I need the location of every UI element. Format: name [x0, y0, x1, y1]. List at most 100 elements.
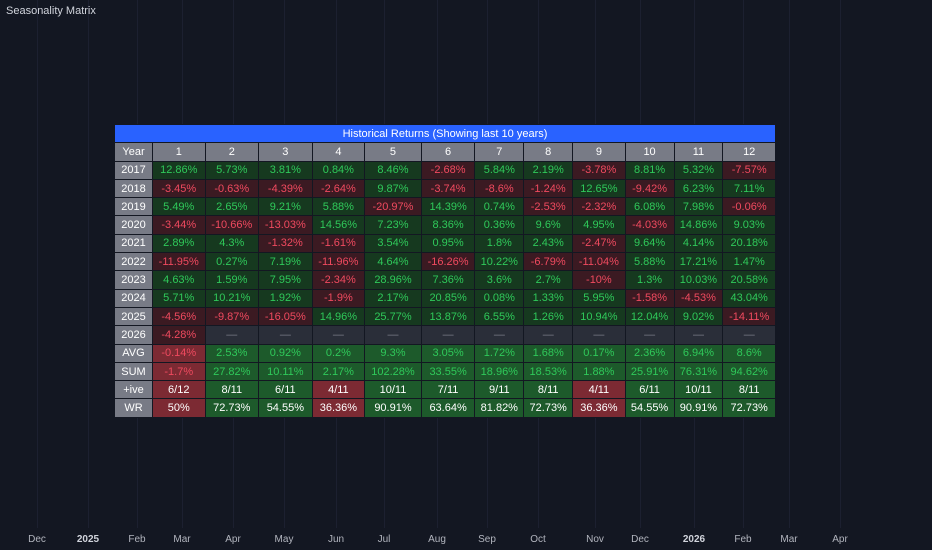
summary-cell: 4/11: [311, 380, 366, 400]
return-cell: 3.54%: [364, 233, 422, 254]
summary-cell: 7/11: [420, 380, 476, 400]
return-cell: -9.87%: [204, 306, 260, 327]
year-row: 2023 4.63% 1.59% 7.95% -2.34% 28.96% 7.36% 3.6%…: [114, 270, 776, 290]
return-cell: 17.21%: [673, 252, 724, 272]
summary-cell: 9/11: [474, 380, 525, 400]
return-cell: 10.03%: [673, 270, 724, 290]
summary-cell: 90.91%: [364, 398, 422, 418]
summary-cell: 81.82%: [474, 398, 525, 418]
month-header: 3: [258, 142, 313, 162]
summary-label: WR: [114, 398, 153, 418]
return-cell: -3.44%: [152, 215, 206, 235]
year-label: 2021: [114, 233, 153, 254]
return-cell: -3.74%: [420, 178, 476, 199]
month-header: 2: [204, 142, 260, 162]
summary-cell: 8.6%: [722, 343, 776, 363]
return-cell: 2.17%: [364, 288, 422, 308]
return-cell: -9.42%: [624, 178, 675, 199]
return-cell: -2.64%: [311, 178, 366, 199]
summary-cell: 50%: [152, 398, 206, 418]
return-cell: 4.14%: [673, 233, 724, 254]
month-header: 1: [152, 142, 206, 162]
month-header: 4: [311, 142, 366, 162]
return-cell: 6.55%: [474, 306, 525, 327]
return-cell: 0.95%: [420, 233, 476, 254]
summary-cell: 54.55%: [624, 398, 675, 418]
month-header: 12: [722, 142, 776, 162]
return-cell: 12.86%: [152, 160, 206, 180]
summary-cell: -1.7%: [152, 361, 206, 382]
return-cell: 7.98%: [673, 197, 724, 217]
summary-cell: 72.73%: [523, 398, 574, 418]
return-cell: 8.81%: [624, 160, 675, 180]
return-cell: -7.57%: [722, 160, 776, 180]
return-cell: 0.08%: [474, 288, 525, 308]
month-header: 5: [364, 142, 422, 162]
return-cell: 9.6%: [523, 215, 574, 235]
month-header: 9: [572, 142, 626, 162]
return-cell: -4.28%: [152, 325, 206, 345]
return-cell: 10.94%: [572, 306, 626, 327]
return-cell: —: [204, 325, 260, 345]
summary-cell: 10/11: [673, 380, 724, 400]
summary-cell: 10/11: [364, 380, 422, 400]
summary-label: +ive: [114, 380, 153, 400]
return-cell: 2.43%: [523, 233, 574, 254]
time-axis-tick: Apr: [225, 534, 241, 545]
return-cell: 9.87%: [364, 178, 422, 199]
return-cell: 5.73%: [204, 160, 260, 180]
year-row: 2017 12.86% 5.73% 3.81% 0.84% 8.46% -2.68% 5.84…: [114, 160, 776, 180]
return-cell: 1.92%: [258, 288, 313, 308]
return-cell: 2.7%: [523, 270, 574, 290]
return-cell: 43.04%: [722, 288, 776, 308]
return-cell: —: [722, 325, 776, 345]
year-row: 2026 -4.28% — — — — — — — — — — —: [114, 325, 776, 345]
summary-cell: 2.17%: [311, 361, 366, 382]
year-label: 2026: [114, 325, 153, 345]
summary-cell: 63.64%: [420, 398, 476, 418]
summary-cell: 0.17%: [572, 343, 626, 363]
summary-cell: 72.73%: [722, 398, 776, 418]
return-cell: 14.86%: [673, 215, 724, 235]
return-cell: 2.65%: [204, 197, 260, 217]
return-cell: -1.61%: [311, 233, 366, 254]
month-header: 8: [523, 142, 574, 162]
return-cell: -13.03%: [258, 215, 313, 235]
time-axis-tick: Nov: [586, 534, 604, 545]
time-axis-tick: Apr: [832, 534, 848, 545]
summary-row: SUM -1.7% 27.82% 10.11% 2.17% 102.28% 33.55% 18…: [114, 361, 776, 382]
return-cell: —: [258, 325, 313, 345]
time-axis-tick: Mar: [780, 534, 798, 545]
summary-cell: 1.72%: [474, 343, 525, 363]
summary-cell: 1.88%: [572, 361, 626, 382]
return-cell: 9.64%: [624, 233, 675, 254]
return-cell: 5.84%: [474, 160, 525, 180]
return-cell: 14.56%: [311, 215, 366, 235]
return-cell: -2.32%: [572, 197, 626, 217]
month-header-row: Year 1 2 3 4 5 6 7 8 9 10 11 12: [114, 142, 776, 162]
return-cell: 6.23%: [673, 178, 724, 199]
return-cell: -11.04%: [572, 252, 626, 272]
summary-cell: 4/11: [572, 380, 626, 400]
return-cell: -1.9%: [311, 288, 366, 308]
year-label: 2022: [114, 252, 153, 272]
return-cell: —: [311, 325, 366, 345]
vertical-gridline: [840, 0, 841, 528]
return-cell: -0.63%: [204, 178, 260, 199]
table-title: Historical Returns (Showing last 10 year…: [114, 123, 776, 144]
return-cell: 9.03%: [722, 215, 776, 235]
summary-cell: 18.53%: [523, 361, 574, 382]
summary-cell: 72.73%: [204, 398, 260, 418]
summary-cell: 8/11: [204, 380, 260, 400]
year-row: 2018 -3.45% -0.63% -4.39% -2.64% 9.87% -3.74% -…: [114, 178, 776, 199]
return-cell: 7.23%: [364, 215, 422, 235]
return-cell: 0.27%: [204, 252, 260, 272]
return-cell: 25.77%: [364, 306, 422, 327]
return-cell: -3.78%: [572, 160, 626, 180]
return-cell: —: [624, 325, 675, 345]
return-cell: -11.95%: [152, 252, 206, 272]
time-axis[interactable]: Dec 2025 Feb Mar Apr May Jun Jul Aug Sep Oct Nov Dec…: [0, 528, 932, 550]
return-cell: 14.96%: [311, 306, 366, 327]
return-cell: 4.3%: [204, 233, 260, 254]
year-row: 2024 5.71% 10.21% 1.92% -1.9% 2.17% 20.85% 0.08…: [114, 288, 776, 308]
